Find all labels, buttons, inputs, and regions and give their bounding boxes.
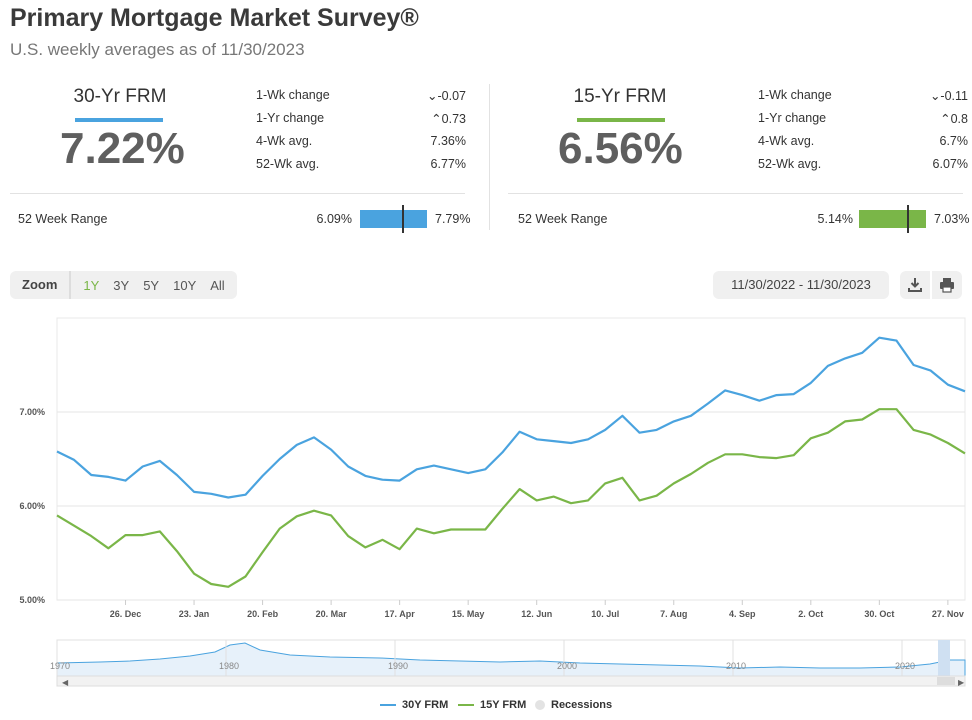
range-bar [859, 205, 926, 233]
stat-label: 1-Yr change [758, 111, 827, 125]
main-chart: 5.00% 6.00% 7.00% 26. Dec 23. Jan 20. Feb 20.… [19, 317, 966, 687]
divider [508, 193, 963, 194]
x-tick-label: 10. Jul [591, 609, 619, 619]
x-tick-label: 12. Jun [521, 609, 552, 619]
plot-area [56, 317, 966, 601]
stat-value: -0.11 [940, 89, 968, 103]
range-label: 52 Week Range [18, 212, 108, 226]
navigator-selection[interactable] [938, 640, 950, 676]
navigator-year-label: 2000 [557, 661, 577, 671]
x-tick-label: 17. Apr [385, 609, 416, 619]
series-line-30y [56, 336, 966, 499]
stat-value: -0.07 [437, 89, 467, 103]
x-tick-label: 2. Oct [798, 609, 823, 619]
panel-underline [577, 118, 665, 122]
x-tick-label: 26. Dec [110, 609, 142, 619]
y-tick-label: 6.00% [19, 501, 45, 511]
stat-label: 52-Wk avg. [758, 157, 822, 171]
x-tick-label: 4. Sep [729, 609, 756, 619]
navigator-scrollbar[interactable] [56, 675, 966, 687]
x-tick-label: 23. Jan [179, 609, 210, 619]
legend-item-15y[interactable]: 15Y FRM [458, 699, 526, 711]
zoom-5y-button[interactable]: 5Y [143, 277, 160, 293]
stat-label: 52-Wk avg. [256, 157, 320, 171]
panel-underline [75, 118, 163, 122]
download-icon [908, 278, 922, 292]
stat-label: 4-Wk avg. [256, 134, 313, 148]
print-icon [940, 278, 954, 293]
panel-label: 15-Yr FRM [573, 86, 667, 107]
x-tick-label: 7. Aug [660, 609, 687, 619]
range-low: 5.14% [817, 212, 853, 226]
legend-item-30y[interactable]: 30Y FRM [380, 699, 448, 711]
stat-label: 1-Yr change [256, 111, 325, 125]
y-tick-label: 7.00% [19, 407, 45, 417]
x-tick-label: 15. May [452, 609, 485, 619]
scroll-left-icon[interactable]: ◀ [62, 678, 69, 687]
series-line-15y [56, 408, 966, 588]
download-button[interactable] [900, 271, 930, 299]
scrollbar-thumb[interactable] [937, 677, 955, 685]
stat-value: 6.07% [932, 157, 968, 171]
navigator-year-label: 2020 [895, 661, 915, 671]
x-tick-label: 20. Mar [316, 609, 348, 619]
stat-label: 4-Wk avg. [758, 134, 815, 148]
panel-30yr: 30-Yr FRM 7.22% 1-Wk change ⌄-0.07 1-Yr c… [10, 82, 471, 233]
legend-label: Recessions [551, 699, 613, 711]
range-high: 7.79% [435, 212, 471, 226]
navigator[interactable]: 1970 1980 1990 2000 2010 2020 ◀ ▶ [50, 639, 966, 687]
navigator-year-label: 2010 [726, 661, 746, 671]
range-label: 52 Week Range [518, 212, 608, 226]
navigator-year-label: 1970 [50, 661, 70, 671]
zoom-toolbar: Zoom 1Y 3Y 5Y 10Y All [10, 271, 237, 299]
print-button[interactable] [932, 271, 962, 299]
legend-swatch [458, 704, 474, 706]
legend-item-recessions[interactable]: Recessions [535, 699, 612, 711]
stat-value: 7.36% [430, 134, 466, 148]
date-range-field[interactable]: 11/30/2022 - 11/30/2023 [713, 271, 889, 299]
y-tick-label: 5.00% [19, 595, 45, 605]
stat-label: 1-Wk change [758, 88, 832, 102]
chevron-down-icon: ⌄ [427, 89, 438, 103]
panel-divider [489, 84, 490, 230]
x-tick-label: 30. Oct [864, 609, 894, 619]
stat-value: 0.73 [441, 112, 466, 126]
page-title: Primary Mortgage Market Survey® [10, 4, 419, 32]
scroll-right-icon[interactable]: ▶ [958, 678, 965, 687]
legend-label: 30Y FRM [402, 699, 449, 711]
range-high: 7.03% [934, 212, 970, 226]
navigator-area [56, 642, 966, 677]
range-current-marker [907, 205, 909, 233]
zoom-3y-button[interactable]: 3Y [113, 277, 130, 293]
range-current-marker [402, 205, 404, 233]
chevron-up-icon: ⌃ [940, 112, 951, 126]
navigator-year-label: 1990 [388, 661, 408, 671]
panel-15yr: 15-Yr FRM 6.56% 1-Wk change ⌄-0.11 1-Yr c… [508, 82, 970, 233]
x-tick-label: 27. Nov [932, 609, 964, 619]
legend-label: 15Y FRM [480, 699, 527, 711]
zoom-10y-button[interactable]: 10Y [173, 277, 197, 293]
stat-value: 6.7% [939, 134, 969, 148]
divider [10, 193, 465, 194]
range-low: 6.09% [316, 212, 352, 226]
range-bar [360, 205, 427, 233]
navigator-year-label: 1980 [219, 661, 239, 671]
stat-value: 6.77% [430, 157, 466, 171]
zoom-label: Zoom [10, 271, 72, 299]
stat-value: 0.8 [950, 112, 968, 126]
panel-label: 30-Yr FRM [73, 86, 167, 107]
page-subtitle: U.S. weekly averages as of 11/30/2023 [10, 40, 305, 59]
x-tick-label: 20. Feb [247, 609, 279, 619]
rate-value: 6.56% [558, 124, 683, 173]
chevron-down-icon: ⌄ [929, 89, 941, 103]
zoom-all-button[interactable]: All [210, 277, 225, 293]
zoom-1y-button[interactable]: 1Y [83, 277, 100, 293]
stat-label: 1-Wk change [256, 88, 330, 102]
rate-value: 7.22% [60, 124, 185, 173]
chevron-up-icon: ⌃ [431, 112, 442, 126]
legend-swatch [380, 704, 396, 706]
legend-swatch [535, 700, 545, 710]
